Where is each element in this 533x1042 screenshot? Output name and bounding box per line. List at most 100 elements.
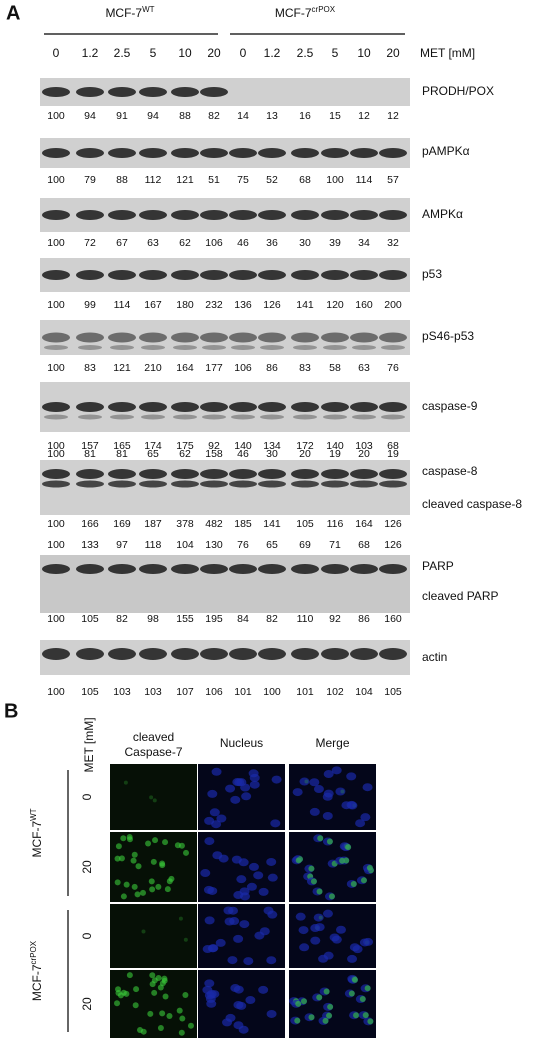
band — [139, 480, 167, 488]
quantification: 104 — [176, 539, 194, 551]
quantification: 166 — [81, 518, 99, 530]
band — [379, 469, 407, 479]
band — [200, 648, 228, 660]
band — [229, 469, 257, 479]
band — [229, 332, 257, 343]
signal — [114, 855, 121, 862]
band — [381, 345, 405, 350]
band — [202, 345, 226, 350]
nucleus — [352, 945, 363, 954]
nucleus — [362, 783, 373, 792]
quantification: 158 — [205, 448, 223, 460]
nucleus — [248, 862, 259, 871]
band — [258, 148, 286, 158]
signal — [353, 1012, 360, 1019]
micrograph — [110, 904, 197, 968]
band — [200, 148, 228, 158]
nucleus — [335, 787, 346, 796]
quantification: 180 — [176, 299, 194, 311]
nucleus — [323, 789, 334, 798]
band — [139, 270, 167, 280]
quantification: 169 — [113, 518, 131, 530]
band — [42, 480, 70, 488]
band — [321, 648, 349, 660]
band — [171, 648, 199, 660]
concentration: 10 — [357, 46, 371, 60]
band — [229, 402, 257, 412]
band — [229, 148, 257, 158]
band — [258, 210, 286, 220]
band — [352, 345, 376, 350]
signal — [140, 889, 147, 896]
nucleus — [241, 792, 252, 801]
quantification: 100 — [47, 686, 65, 698]
quantification: 134 — [263, 440, 281, 452]
band — [231, 414, 255, 420]
quantification: 101 — [296, 686, 314, 698]
quantification: 105 — [81, 613, 99, 625]
nucleus — [204, 979, 215, 988]
nucleus — [259, 927, 270, 936]
quantification: 100 — [47, 440, 65, 452]
band — [229, 210, 257, 220]
quantification: 100 — [47, 237, 65, 249]
quantification: 174 — [144, 440, 162, 452]
concentration: 20 — [207, 46, 221, 60]
nucleus — [224, 917, 235, 926]
blot-label: cleaved PARP — [422, 589, 498, 603]
signal — [126, 972, 133, 979]
nucleus — [266, 956, 277, 965]
quantification: 104 — [355, 686, 373, 698]
nucleus — [266, 857, 277, 866]
dose-label: 0 — [80, 793, 94, 800]
band — [42, 87, 70, 97]
superscript: WT — [29, 808, 38, 821]
concentration: 5 — [150, 46, 157, 60]
column-header: Nucleus — [220, 736, 263, 750]
band — [258, 270, 286, 280]
quantification: 160 — [384, 613, 402, 625]
concentration: 0 — [53, 46, 60, 60]
band — [291, 148, 319, 158]
band — [291, 564, 319, 574]
quantification: 12 — [387, 110, 399, 122]
quantification: 160 — [355, 299, 373, 311]
band — [291, 332, 319, 343]
band — [76, 210, 104, 220]
band — [108, 469, 136, 479]
quantification: 20 — [299, 448, 311, 460]
concentration: 1.2 — [264, 46, 281, 60]
nucleus — [292, 788, 303, 797]
nucleus — [230, 795, 241, 804]
band — [379, 648, 407, 660]
nucleus — [266, 1009, 277, 1018]
signal — [174, 842, 181, 849]
signal — [159, 1010, 166, 1017]
quantification: 106 — [234, 362, 252, 374]
quantification: 103 — [144, 686, 162, 698]
quantification: 172 — [296, 440, 314, 452]
signal — [316, 888, 323, 895]
nucleus — [263, 906, 274, 915]
band — [200, 480, 228, 488]
quantification: 126 — [384, 539, 402, 551]
concentration: 1.2 — [82, 46, 99, 60]
quantification: 94 — [147, 110, 159, 122]
quantification: 97 — [116, 539, 128, 551]
group-label: MCF-7crPOX — [29, 940, 45, 1001]
band — [258, 402, 286, 412]
quantification: 82 — [116, 613, 128, 625]
quantification: 105 — [384, 686, 402, 698]
band — [321, 332, 349, 343]
band — [200, 270, 228, 280]
nucleus — [270, 819, 281, 828]
signal — [168, 875, 175, 882]
band — [171, 148, 199, 158]
quantification: 177 — [205, 362, 223, 374]
signal — [135, 863, 142, 870]
signal — [151, 977, 158, 984]
signal — [161, 975, 168, 982]
quantification: 20 — [358, 448, 370, 460]
band — [141, 345, 165, 350]
group-label: MCF-7WT — [105, 5, 154, 21]
